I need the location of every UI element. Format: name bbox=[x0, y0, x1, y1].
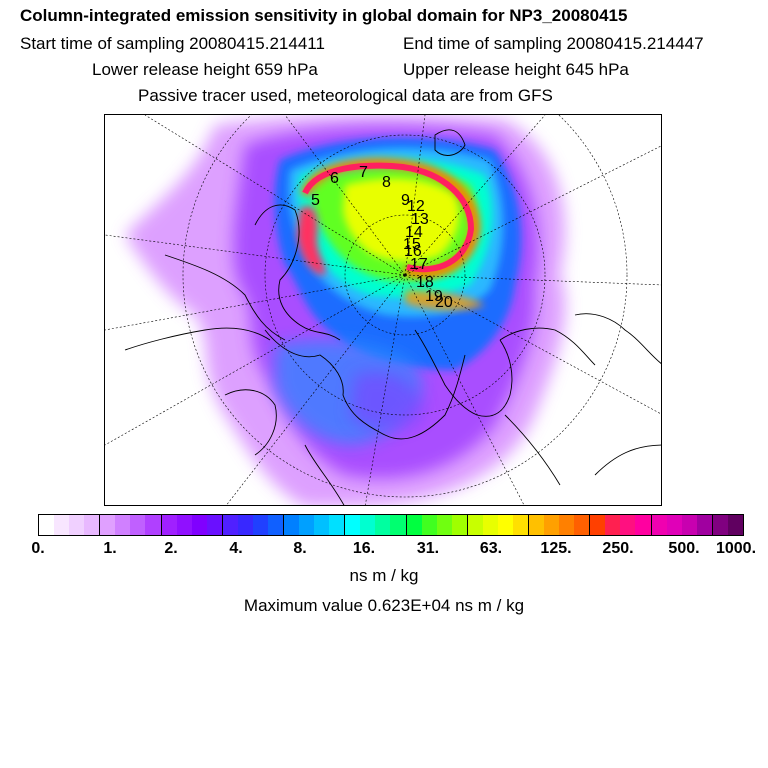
trajectory-label: 14 bbox=[405, 224, 423, 241]
colorbar bbox=[38, 514, 744, 536]
trajectory-label: 17 bbox=[410, 256, 428, 273]
colorbar-swatch bbox=[84, 515, 101, 535]
colorbar-swatch bbox=[620, 515, 636, 535]
tick-label: 31. bbox=[416, 540, 440, 557]
colorbar-swatch bbox=[696, 515, 713, 535]
maximum-value: Maximum value 0.623E+04 ns m / kg bbox=[243, 596, 525, 615]
tracer-note: Passive tracer used, meteorological data… bbox=[138, 86, 553, 105]
trajectory-label: 18 bbox=[416, 274, 434, 291]
colorbar-swatch bbox=[681, 515, 697, 535]
colorbar-swatch bbox=[115, 515, 131, 535]
colorbar-swatch bbox=[666, 515, 682, 535]
tick-label: 1. bbox=[103, 540, 117, 557]
colorbar-swatch bbox=[360, 515, 376, 535]
tick-label: 2. bbox=[164, 540, 178, 557]
colorbar-swatch bbox=[39, 515, 55, 535]
colorbar-swatch bbox=[727, 515, 743, 535]
trajectory-label: 8 bbox=[382, 174, 391, 191]
map-canvas: 5 6 7 8 9 12 13 14 15 16 17 18 19 20 bbox=[105, 115, 661, 505]
trajectory-label: 16 bbox=[404, 243, 422, 260]
colorbar-swatch bbox=[590, 515, 606, 535]
trajectory-label: 13 bbox=[411, 211, 429, 228]
colorbar-swatch bbox=[605, 515, 621, 535]
colorbar-swatch bbox=[421, 515, 437, 535]
trajectory-label: 9 bbox=[401, 192, 410, 209]
colorbar-swatch bbox=[482, 515, 498, 535]
trajectory-label: 5 bbox=[311, 192, 320, 209]
sensitivity-plume bbox=[125, 115, 566, 505]
sensitivity-map: 5 6 7 8 9 12 13 14 15 16 17 18 19 20 bbox=[104, 114, 662, 506]
colorbar-swatch bbox=[390, 515, 407, 535]
colorbar-swatch bbox=[544, 515, 560, 535]
colorbar-swatch bbox=[574, 515, 591, 535]
trajectory-labels: 5 6 7 8 9 12 13 14 15 16 17 18 19 20 bbox=[311, 164, 453, 311]
colorbar-swatch bbox=[161, 515, 177, 535]
tick-label: 125. bbox=[540, 540, 572, 557]
colorbar-swatch bbox=[100, 515, 116, 535]
colorbar-swatch bbox=[529, 515, 545, 535]
colorbar-swatch bbox=[345, 515, 361, 535]
colorbar-swatch bbox=[206, 515, 223, 535]
colorbar-swatch bbox=[512, 515, 529, 535]
colorbar-swatch bbox=[191, 515, 207, 535]
colorbar-swatch bbox=[69, 515, 85, 535]
colorbar-swatch bbox=[406, 515, 422, 535]
tick-label: 16. bbox=[352, 540, 376, 557]
colorbar-swatch bbox=[712, 515, 728, 535]
colorbar-swatch bbox=[267, 515, 284, 535]
trajectory-label: 15 bbox=[403, 236, 421, 253]
colorbar-swatch bbox=[651, 515, 667, 535]
colorbar-unit: ns m / kg bbox=[349, 566, 419, 585]
colorbar-swatch bbox=[130, 515, 146, 535]
colorbar-swatch bbox=[54, 515, 70, 535]
tick-label: 250. bbox=[602, 540, 634, 557]
colorbar-swatch bbox=[436, 515, 452, 535]
colorbar-swatch bbox=[145, 515, 162, 535]
trajectory-label: 19 bbox=[425, 288, 443, 305]
colorbar-swatch bbox=[635, 515, 652, 535]
plot-title: Column-integrated emission sensitivity i… bbox=[20, 6, 628, 25]
colorbar-swatch bbox=[314, 515, 330, 535]
colorbar-swatch bbox=[467, 515, 483, 535]
upper-release-height: Upper release height 645 hPa bbox=[403, 60, 629, 79]
colorbar-swatch bbox=[299, 515, 315, 535]
tick-label: 1000. bbox=[715, 540, 757, 557]
tick-label: 4. bbox=[229, 540, 243, 557]
colorbar-swatch bbox=[284, 515, 300, 535]
end-time: End time of sampling 20080415.214447 bbox=[403, 34, 704, 53]
colorbar-swatch bbox=[375, 515, 391, 535]
colorbar-swatch bbox=[237, 515, 253, 535]
trajectory-label: 6 bbox=[330, 170, 339, 187]
colorbar-swatch bbox=[451, 515, 468, 535]
trajectory-label: 7 bbox=[359, 164, 368, 181]
start-time: Start time of sampling 20080415.214411 bbox=[20, 34, 325, 53]
colorbar-swatch bbox=[176, 515, 192, 535]
tick-label: 8. bbox=[293, 540, 307, 557]
tick-label: 0. bbox=[31, 540, 45, 557]
trajectory-label: 20 bbox=[435, 294, 453, 311]
colorbar-tick-labels: 0. 1. 2. 4. 8. 16. 31. 63. 125. 250. 500… bbox=[0, 540, 768, 562]
tick-label: 63. bbox=[479, 540, 503, 557]
colorbar-swatch bbox=[329, 515, 346, 535]
colorbar-swatch bbox=[252, 515, 268, 535]
colorbar-swatch bbox=[559, 515, 575, 535]
colorbar-swatch bbox=[497, 515, 513, 535]
coastlines bbox=[124, 129, 661, 505]
tick-label: 500. bbox=[668, 540, 700, 557]
graticule bbox=[105, 115, 661, 505]
lower-release-height: Lower release height 659 hPa bbox=[92, 60, 318, 79]
trajectory-label: 12 bbox=[407, 198, 425, 215]
colorbar-swatch bbox=[222, 515, 238, 535]
